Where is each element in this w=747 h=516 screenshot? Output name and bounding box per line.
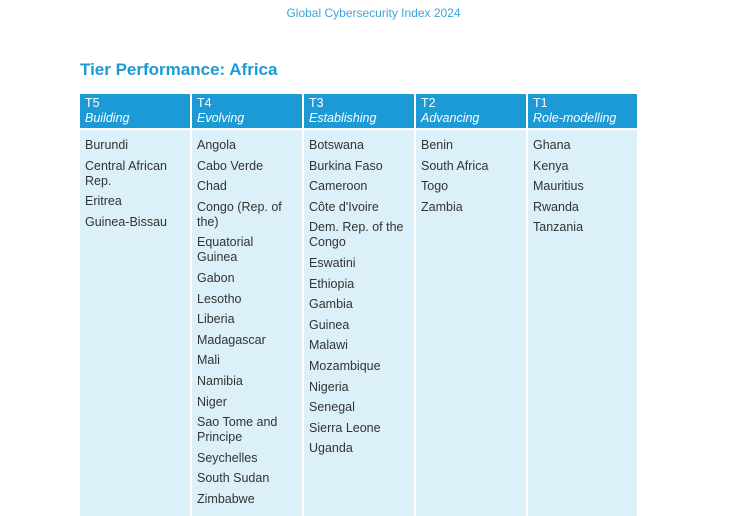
tier-column-t5: T5 Building Burundi Central African Rep. Eri… xyxy=(80,94,190,516)
column-header: T1 Role-modelling xyxy=(528,94,637,128)
tier-code: T1 xyxy=(533,96,548,110)
country-item: Zambia xyxy=(421,199,463,214)
tier-code: T3 xyxy=(309,96,324,110)
tier-column-t1: T1 Role-modelling Ghana Kenya Mauritius Rwand… xyxy=(528,94,637,516)
tier-column-t3: T3 Establishing Botswana Burkina Faso Camero… xyxy=(304,94,414,516)
country-item: Botswana xyxy=(309,138,364,152)
country-item: Lesotho xyxy=(197,291,242,306)
country-item: Angola xyxy=(197,138,236,152)
country-item: Mozambique xyxy=(309,358,381,373)
country-item: Madagascar xyxy=(197,332,266,347)
tier-code: T5 xyxy=(85,96,100,110)
country-item: Mauritius xyxy=(533,179,584,194)
country-item: Eritrea xyxy=(85,194,122,209)
country-item: South Sudan xyxy=(197,471,270,486)
country-item: Seychelles xyxy=(197,450,258,465)
country-item: Central African Rep. xyxy=(85,158,167,188)
country-item: Niger xyxy=(197,394,227,409)
running-header: Global Cybersecurity Index 2024 xyxy=(286,6,461,20)
country-item: Senegal xyxy=(309,400,355,415)
column-body: Ghana Kenya Mauritius Rwanda Tanzania xyxy=(528,130,637,516)
page-title: Tier Performance: Africa xyxy=(80,60,278,79)
column-header: T3 Establishing xyxy=(304,94,414,128)
country-item: Nigeria xyxy=(309,379,349,394)
country-item: Namibia xyxy=(197,373,243,388)
tier-column-t2: T2 Advancing Benin South Africa Togo Zambia xyxy=(416,94,526,516)
tier-name: Role-modelling xyxy=(533,111,617,125)
tier-code: T2 xyxy=(421,96,436,110)
country-item: Guinea-Bissau xyxy=(85,214,167,229)
country-item: South Africa xyxy=(421,158,489,173)
country-item: Uganda xyxy=(309,441,353,456)
country-item: Togo xyxy=(421,179,449,194)
tier-name: Advancing xyxy=(421,111,480,125)
country-item: Dem. Rep. of the Congo xyxy=(309,220,404,250)
column-body: Benin South Africa Togo Zambia xyxy=(416,130,526,516)
country-item: Côte d'Ivoire xyxy=(309,199,379,214)
country-item: Ghana xyxy=(533,138,571,152)
column-header: T2 Advancing xyxy=(416,94,526,128)
tier-column-t4: T4 Evolving Angola Cabo Verde Chad Congo (Rep… xyxy=(192,94,302,516)
tier-name: Building xyxy=(85,111,130,125)
country-item: Cabo Verde xyxy=(197,158,264,173)
column-body: Botswana Burkina Faso Cameroon Côte d'Ivoir… xyxy=(304,130,414,516)
country-item: Benin xyxy=(421,138,453,152)
country-item: Liberia xyxy=(197,312,235,327)
country-item: Congo (Rep. of the) xyxy=(197,199,282,229)
country-item: Cameroon xyxy=(309,179,368,194)
country-item: Burkina Faso xyxy=(309,158,383,173)
country-item: Malawi xyxy=(309,338,348,353)
country-item: Rwanda xyxy=(533,199,579,214)
country-item: Mali xyxy=(197,353,220,368)
country-item: Eswatini xyxy=(309,255,356,270)
tier-code: T4 xyxy=(197,96,212,110)
tier-name: Establishing xyxy=(309,111,377,125)
country-item: Sao Tome and Principe xyxy=(197,415,278,445)
tier-table: T5 Building Burundi Central African Rep. Eri… xyxy=(80,94,637,516)
column-header: T4 Evolving xyxy=(192,94,302,128)
country-item: Zimbabwe xyxy=(197,491,255,506)
column-body: Burundi Central African Rep. Eritrea Guinea… xyxy=(80,130,190,516)
country-item: Gabon xyxy=(197,270,235,285)
country-item: Gambia xyxy=(309,297,353,312)
country-item: Kenya xyxy=(533,158,569,173)
country-item: Burundi xyxy=(85,138,129,152)
country-item: Chad xyxy=(197,179,227,194)
tier-name: Evolving xyxy=(197,111,245,125)
country-item: Guinea xyxy=(309,317,350,332)
country-item: Equatorial Guinea xyxy=(197,235,254,265)
column-body: Angola Cabo Verde Chad Congo (Rep. of the) E… xyxy=(192,130,302,516)
column-header: T5 Building xyxy=(80,94,190,128)
country-item: Tanzania xyxy=(533,220,584,235)
country-item: Ethiopia xyxy=(309,276,355,291)
country-item: Sierra Leone xyxy=(309,420,381,435)
